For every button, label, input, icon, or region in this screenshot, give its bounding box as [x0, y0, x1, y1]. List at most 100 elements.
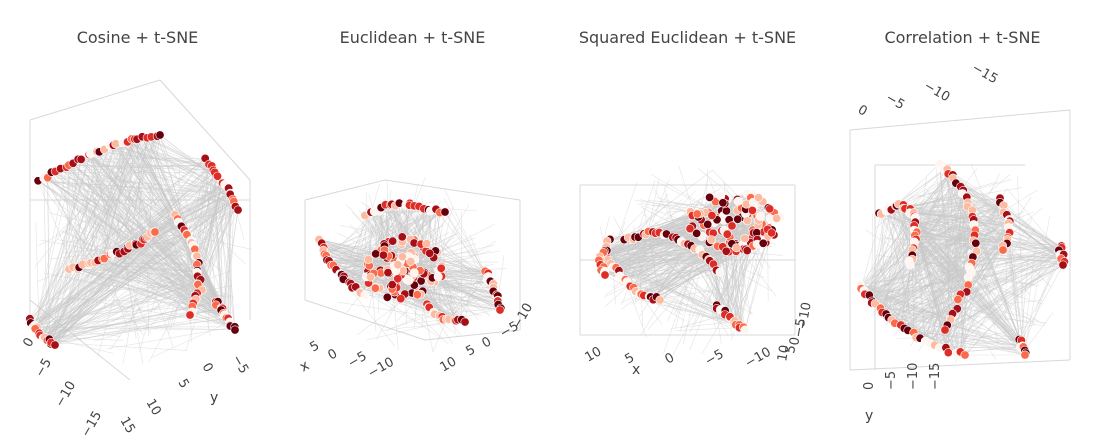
graph-edge	[903, 247, 1062, 309]
graph-edge	[153, 255, 196, 312]
data-point[interactable]	[715, 267, 725, 277]
data-point[interactable]	[943, 348, 953, 358]
graph-edge	[68, 142, 124, 270]
data-point[interactable]	[706, 235, 716, 245]
data-point[interactable]	[905, 260, 915, 270]
data-point[interactable]	[397, 252, 407, 262]
panel-squared-euclidean-tsne[interactable]: Squared Euclidean + t-SNE 10 5 0 −5 −10 …	[550, 0, 825, 448]
data-point[interactable]	[233, 205, 243, 215]
data-point[interactable]	[360, 290, 370, 300]
data-point[interactable]	[363, 254, 373, 264]
data-point[interactable]	[371, 249, 381, 259]
data-point[interactable]	[772, 213, 782, 223]
data-point[interactable]	[1020, 350, 1030, 360]
graph-edge	[612, 267, 616, 305]
data-point[interactable]	[655, 295, 665, 305]
data-point[interactable]	[150, 227, 160, 237]
data-point[interactable]	[393, 260, 403, 270]
graph-edge	[217, 176, 231, 326]
graph-edge	[51, 342, 187, 351]
data-point[interactable]	[685, 224, 695, 234]
tick-label: 5	[308, 338, 323, 355]
data-point[interactable]	[155, 130, 165, 140]
data-point[interactable]	[406, 256, 416, 266]
graph-edge	[122, 142, 219, 302]
data-point[interactable]	[387, 280, 397, 290]
data-point[interactable]	[393, 274, 403, 284]
data-point[interactable]	[740, 325, 750, 335]
data-point[interactable]	[747, 205, 757, 215]
data-point[interactable]	[732, 243, 742, 253]
data-point[interactable]	[409, 268, 419, 278]
data-point[interactable]	[99, 254, 109, 264]
data-point[interactable]	[436, 263, 446, 273]
data-point[interactable]	[366, 272, 376, 282]
data-point[interactable]	[230, 325, 240, 335]
data-point[interactable]	[742, 216, 752, 226]
data-point[interactable]	[76, 154, 86, 164]
data-point[interactable]	[758, 238, 768, 248]
data-point[interactable]	[382, 292, 392, 302]
data-point[interactable]	[50, 340, 60, 350]
data-point[interactable]	[707, 211, 717, 221]
data-point[interactable]	[705, 192, 715, 202]
data-point[interactable]	[740, 233, 750, 243]
data-point[interactable]	[940, 325, 950, 335]
data-point[interactable]	[440, 207, 450, 217]
data-point[interactable]	[767, 228, 777, 238]
graph-edge	[330, 249, 367, 278]
data-point[interactable]	[692, 209, 702, 219]
panel-correlation-tsne[interactable]: Correlation + t-SNE 0 −5 −10 −15 0 −5 −1…	[825, 0, 1100, 448]
data-point[interactable]	[433, 272, 443, 282]
graph-edge	[90, 153, 142, 314]
scene-3d[interactable]: 0 −5 −10 −15 −5 0 5 10 15 y	[0, 0, 275, 448]
scene-3d[interactable]: 0 −5 −10 −15 0 −5 −10 −15 y	[825, 0, 1100, 448]
graph-edge	[32, 143, 117, 328]
scene-3d[interactable]: 5 0 −5 −10 x 10 5 0 −5 −10	[275, 0, 550, 448]
data-point[interactable]	[953, 294, 963, 304]
data-point[interactable]	[396, 294, 406, 304]
data-point[interactable]	[185, 310, 195, 320]
data-point[interactable]	[600, 270, 610, 280]
graph-edge	[939, 324, 1035, 349]
data-point[interactable]	[388, 236, 398, 246]
data-point[interactable]	[727, 221, 737, 231]
data-point[interactable]	[721, 206, 731, 216]
panel-euclidean-tsne[interactable]: Euclidean + t-SNE 5 0 −5 −10 x 10 5 0 −5…	[275, 0, 550, 448]
graph-edge	[1006, 203, 1061, 255]
data-point[interactable]	[412, 290, 422, 300]
data-point[interactable]	[742, 246, 752, 256]
data-point[interactable]	[765, 204, 775, 214]
data-point[interactable]	[495, 305, 505, 315]
data-point[interactable]	[756, 211, 766, 221]
data-point[interactable]	[703, 219, 713, 229]
data-point[interactable]	[692, 228, 702, 238]
data-point[interactable]	[971, 238, 981, 248]
data-point[interactable]	[722, 229, 732, 239]
data-point[interactable]	[378, 250, 388, 260]
data-point[interactable]	[733, 214, 743, 224]
data-point[interactable]	[370, 283, 380, 293]
data-point[interactable]	[963, 272, 973, 282]
data-point[interactable]	[460, 317, 470, 327]
panel-cosine-tsne[interactable]: Cosine + t-SNE 0 −5 −10 −15 −5 0 5 10 15…	[0, 0, 275, 448]
scene-3d[interactable]: 10 5 0 −5 −10 x 10 5 0 −5 −10	[550, 0, 825, 448]
graph-edge	[894, 192, 943, 324]
graph-edge	[88, 263, 198, 273]
data-point[interactable]	[422, 239, 432, 249]
data-point[interactable]	[733, 196, 743, 206]
data-point[interactable]	[960, 350, 970, 360]
graph-edge	[177, 164, 181, 220]
data-point[interactable]	[721, 246, 731, 256]
graph-edge	[881, 212, 910, 313]
graph-edge	[1020, 255, 1029, 348]
data-point[interactable]	[754, 193, 764, 203]
data-point[interactable]	[397, 232, 407, 242]
data-point[interactable]	[998, 245, 1008, 255]
data-point[interactable]	[718, 198, 728, 208]
data-point[interactable]	[1058, 260, 1068, 270]
data-point[interactable]	[404, 275, 414, 285]
data-point[interactable]	[425, 248, 435, 258]
data-point[interactable]	[383, 268, 393, 278]
data-point[interactable]	[213, 171, 223, 181]
